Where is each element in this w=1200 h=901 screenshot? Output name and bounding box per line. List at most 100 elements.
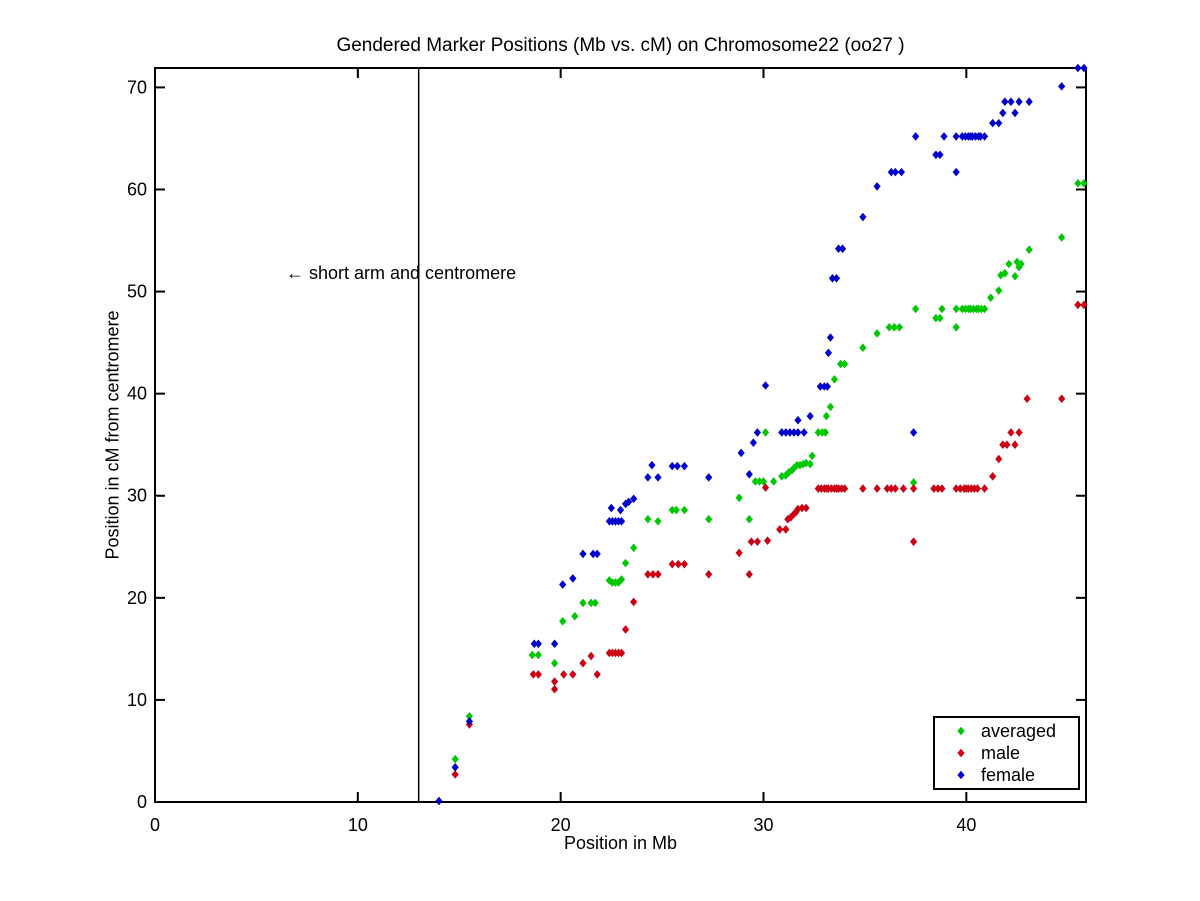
- y-tick-label: 20: [127, 588, 147, 608]
- marker-averaged: [672, 505, 680, 515]
- marker-female: [952, 167, 960, 177]
- marker-female: [834, 244, 843, 253]
- marker-averaged: [841, 359, 849, 369]
- marker-female: [607, 503, 615, 513]
- marker-averaged: [528, 650, 536, 660]
- marker-averaged: [814, 428, 822, 437]
- marker-female: [1001, 97, 1009, 106]
- x-tick-label: 40: [956, 815, 976, 835]
- marker-averaged: [1017, 259, 1025, 269]
- marker-male: [973, 484, 982, 493]
- legend-item-male: male: [935, 742, 1078, 764]
- marker-averaged: [654, 516, 662, 526]
- marker-male: [451, 770, 459, 779]
- marker-male: [705, 570, 713, 579]
- marker-male: [938, 484, 946, 493]
- marker-female: [823, 382, 831, 391]
- marker-male: [617, 648, 626, 658]
- marker-female: [782, 428, 790, 437]
- marker-averaged: [587, 598, 595, 608]
- marker-female: [952, 132, 960, 141]
- marker-averaged: [571, 611, 579, 621]
- marker-averaged: [836, 359, 845, 369]
- marker-male: [934, 484, 942, 493]
- marker-averaged: [826, 402, 835, 412]
- marker-male: [1080, 300, 1088, 310]
- marker-male: [579, 658, 587, 668]
- marker-female: [940, 132, 948, 141]
- marker-male: [593, 670, 601, 679]
- marker-male: [999, 440, 1007, 449]
- marker-male: [1015, 428, 1023, 437]
- marker-female: [593, 549, 601, 559]
- marker-female: [839, 244, 847, 253]
- series-male: [451, 300, 1088, 779]
- marker-female: [673, 461, 681, 471]
- marker-male: [745, 570, 753, 579]
- y-tick-label: 60: [127, 179, 147, 199]
- y-tick-label: 70: [127, 77, 147, 97]
- marker-averaged: [895, 322, 903, 332]
- marker-averaged: [912, 304, 920, 314]
- marker-female: [976, 132, 985, 141]
- marker-female: [1058, 82, 1066, 91]
- y-tick-label: 30: [127, 486, 147, 506]
- marker-male: [761, 483, 770, 492]
- marker-female: [1011, 108, 1019, 118]
- marker-male: [621, 625, 630, 634]
- marker-female: [668, 461, 676, 471]
- marker-averaged: [668, 505, 676, 515]
- marker-male: [680, 559, 688, 569]
- marker-averaged: [802, 458, 810, 468]
- marker-male: [792, 507, 800, 517]
- marker-female: [654, 473, 662, 482]
- marker-female: [579, 549, 587, 559]
- marker-male: [841, 484, 849, 493]
- marker-male: [534, 670, 542, 679]
- marker-averaged: [1025, 245, 1033, 255]
- marker-averaged: [873, 329, 881, 338]
- marker-female: [761, 381, 770, 390]
- marker-averaged: [534, 650, 542, 660]
- marker-female: [828, 273, 837, 283]
- marker-male: [930, 484, 938, 493]
- marker-male: [1074, 300, 1082, 310]
- marker-female: [932, 150, 940, 160]
- marker-averaged: [830, 375, 839, 384]
- marker-averaged: [938, 304, 946, 314]
- marker-male: [550, 684, 559, 694]
- marker-averaged: [755, 477, 764, 486]
- marker-female: [1007, 97, 1015, 106]
- marker-female: [806, 411, 814, 421]
- marker-male: [909, 537, 918, 546]
- marker-male: [753, 537, 762, 546]
- marker-male: [668, 559, 676, 569]
- marker-male: [989, 472, 997, 481]
- marker-female: [790, 428, 798, 437]
- marker-male: [909, 484, 918, 493]
- marker-male: [654, 570, 662, 579]
- marker-male: [1007, 428, 1015, 437]
- marker-female: [912, 132, 920, 141]
- marker-male: [798, 503, 806, 513]
- marker-averaged: [770, 477, 778, 486]
- marker-male: [735, 548, 743, 558]
- marker-male: [763, 536, 772, 545]
- plot-border: [154, 67, 1087, 803]
- series-female: [435, 63, 1088, 806]
- marker-female: [737, 448, 745, 458]
- marker-averaged: [788, 465, 796, 475]
- legend: averaged male female: [933, 716, 1080, 790]
- marker-female: [435, 796, 443, 806]
- marker-male: [956, 484, 964, 493]
- marker-averaged: [1080, 179, 1088, 188]
- marker-male: [883, 484, 891, 493]
- marker-averaged: [799, 459, 807, 469]
- female-marker-icon: [957, 770, 965, 780]
- marker-female: [887, 167, 895, 177]
- marker-averaged: [1001, 268, 1009, 278]
- marker-female: [569, 574, 577, 583]
- marker-averaged: [936, 313, 944, 323]
- marker-male: [873, 484, 881, 493]
